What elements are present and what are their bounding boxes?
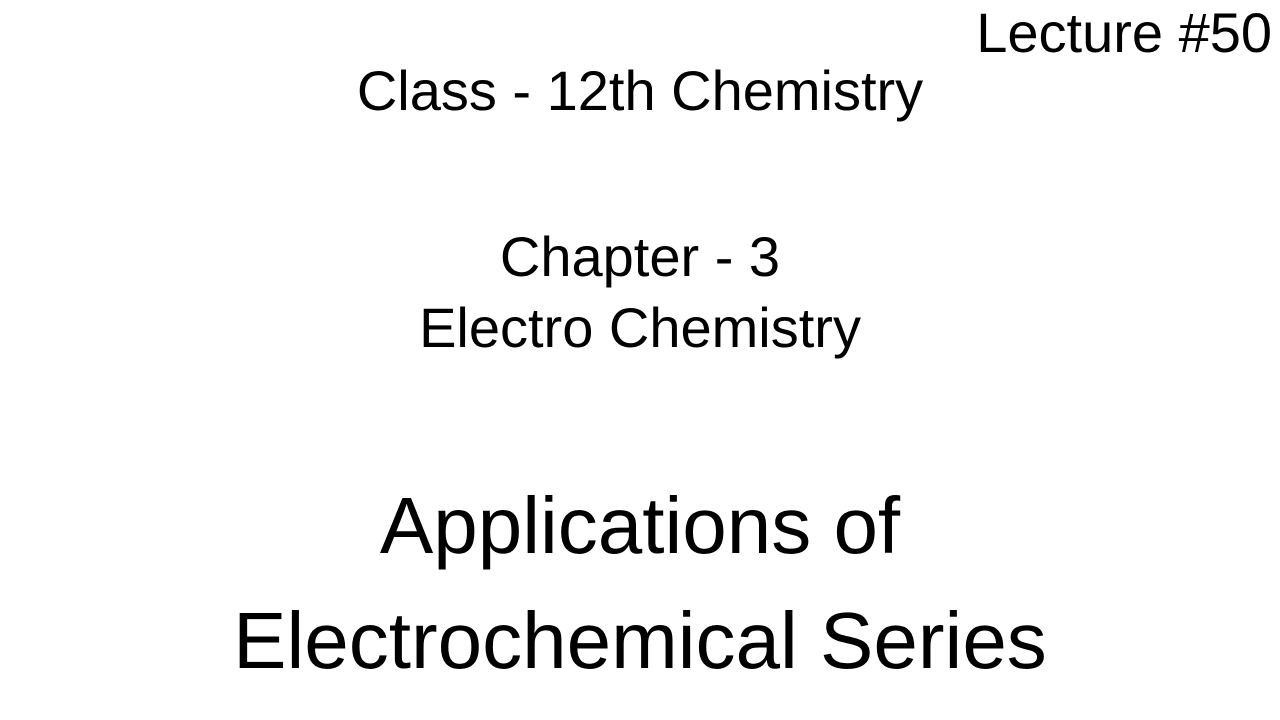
lecture-number: Lecture #50 xyxy=(976,0,1272,65)
subject-title: Electro Chemistry xyxy=(0,295,1280,360)
topic-title-line1: Applications of xyxy=(0,480,1280,572)
chapter-title: Chapter - 3 xyxy=(0,224,1280,289)
class-title: Class - 12th Chemistry xyxy=(0,58,1280,123)
topic-title-line2: Electrochemical Series xyxy=(0,595,1280,687)
